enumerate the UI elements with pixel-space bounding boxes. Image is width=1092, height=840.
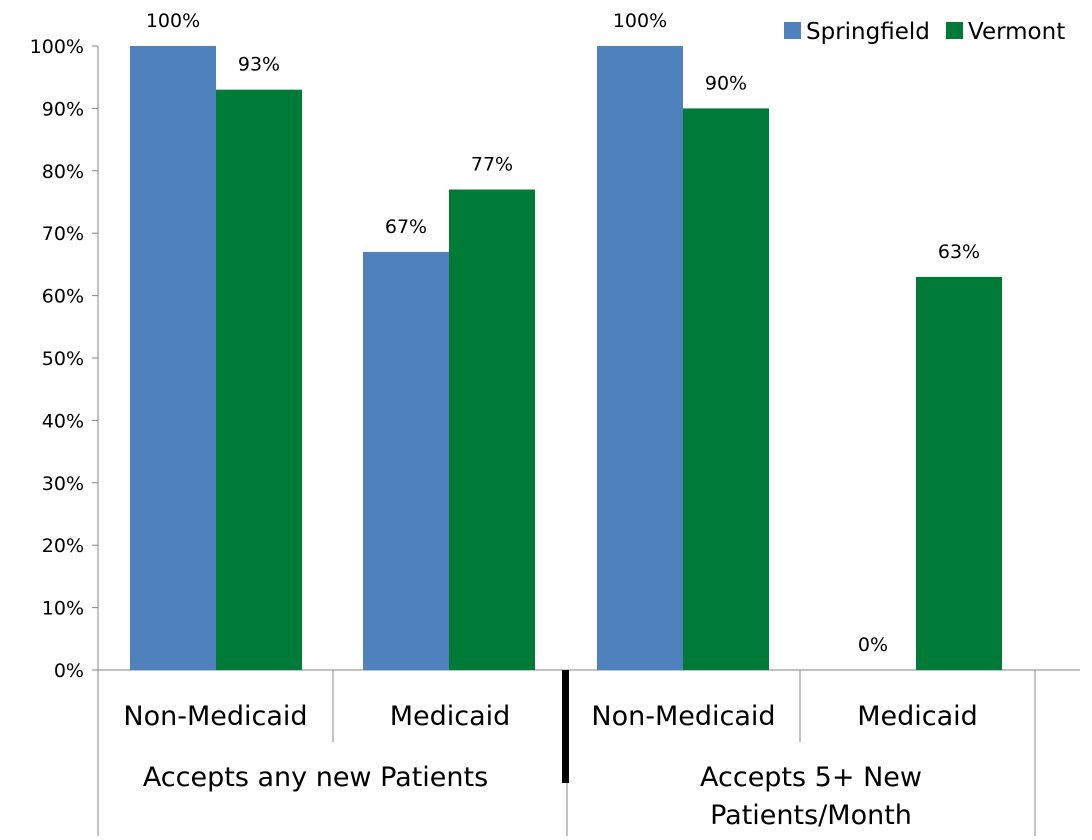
bar-vermont-2 [683,108,769,670]
group-separator-mark [562,670,569,783]
y-tick-label: 40% [42,410,84,432]
bar-vermont-3 [916,276,1002,670]
data-label-vermont-2: 90% [705,72,747,94]
y-tick-label: 70% [42,223,84,245]
y-tick-label: 90% [42,98,84,120]
bar-springfield-0 [130,46,216,670]
category-label: Non-Medicaid [591,701,775,732]
legend-swatch-vermont [946,22,963,39]
legend-swatch-springfield [784,22,801,39]
bar-springfield-2 [597,46,683,670]
data-label-springfield-1: 67% [385,216,427,238]
y-tick-label: 100% [30,36,84,58]
category-label: Medicaid [857,701,978,732]
y-tick-label: 50% [42,348,84,370]
data-label-springfield-3: 0% [858,634,888,656]
y-tick-label: 60% [42,286,84,308]
bar-vermont-0 [216,89,302,671]
data-label-vermont-0: 93% [238,54,280,76]
bar-vermont-1 [449,189,535,670]
y-tick-label: 20% [42,535,84,557]
y-tick-label: 30% [42,473,84,495]
legend: Springfield Vermont [784,19,1065,45]
data-label-springfield-2: 100% [613,10,667,32]
legend-label-vermont: Vermont [968,19,1065,45]
group-label: Accepts 5+ New Patients/Month [700,762,922,831]
category-label: Non-Medicaid [123,701,307,732]
category-axis: Non-Medicaid Medicaid Non-Medicaid Medicaid… [97,670,1036,836]
y-tick-label: 80% [42,161,84,183]
y-tick-label: 10% [42,598,84,620]
data-label-vermont-3: 63% [938,241,980,263]
group-label-line: Patients/Month [710,800,912,831]
bar-springfield-1 [363,251,449,671]
data-label-vermont-1: 77% [471,154,513,176]
group-label: Accepts any new Patients [143,762,488,793]
group-label-line: Accepts 5+ New [700,762,922,793]
legend-label-springfield: Springfield [806,19,930,45]
y-tick-label: 0% [54,660,84,682]
data-label-springfield-0: 100% [146,10,200,32]
data-labels: 100% 67% 100% 0% 93% 77% 90% 63% [146,10,980,656]
category-label: Medicaid [390,701,511,732]
bars [130,46,1002,671]
